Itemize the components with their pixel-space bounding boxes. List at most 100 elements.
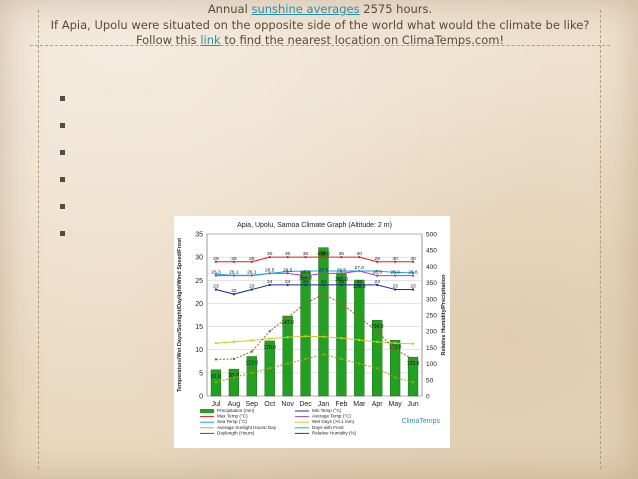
max-temp-label: 30	[339, 251, 345, 257]
x-tick-label: Jun	[407, 401, 418, 408]
climate-chart: Apia, Upolu, Samoa Climate Graph (Altitu…	[174, 216, 450, 448]
series-point	[358, 255, 361, 259]
series-point	[232, 357, 236, 361]
series-point	[250, 273, 253, 277]
series-point	[376, 283, 379, 287]
annual-sunshine-line: Annual sunshine averages 2575 hours.	[40, 2, 600, 17]
bullet-item	[60, 123, 65, 128]
chart-title: Apia, Upolu, Samoa Climate Graph (Altitu…	[237, 222, 392, 229]
bullet-item	[60, 177, 65, 182]
series-point	[376, 367, 379, 370]
x-tick-label: Mar	[353, 401, 366, 408]
series-point	[376, 340, 379, 344]
series-point	[214, 288, 218, 291]
series-point	[376, 260, 379, 263]
bar-data-label: 120.0	[407, 361, 420, 367]
max-temp-label: 30	[321, 251, 327, 257]
series-point	[304, 283, 307, 287]
precipitation-bar	[389, 340, 401, 397]
series-point	[250, 339, 253, 342]
series-line	[215, 353, 414, 383]
plot-area	[206, 233, 423, 397]
max-temp-label: 30	[303, 251, 309, 257]
series-line	[215, 293, 414, 360]
x-tick-label: Nov	[281, 401, 294, 408]
series-point	[358, 283, 361, 287]
avg-temp-label: 26.1	[229, 270, 239, 276]
bar-data-label: 83.0	[229, 373, 239, 379]
y-tick-label-left: 20	[195, 301, 203, 308]
series-point	[393, 271, 397, 274]
precipitation-bar	[282, 315, 293, 397]
series-point	[286, 283, 289, 287]
min-temp-label: 24	[375, 279, 381, 285]
divider-line	[38, 10, 39, 469]
precipitation-bar	[372, 319, 383, 397]
series-point	[268, 283, 271, 287]
x-tick-label: Dec	[299, 401, 312, 408]
climatemps-link[interactable]: link	[200, 33, 221, 47]
climatemps-brand: ClimaTemps	[401, 418, 440, 425]
y-tick-label-right: 50	[426, 377, 434, 384]
avg-temp-label: 27.0	[355, 265, 365, 271]
bullet-item	[60, 96, 65, 101]
sunshine-averages-link[interactable]: sunshine averages	[251, 2, 360, 16]
paragraph-text-end: to find the nearest location on ClimaTem…	[224, 33, 505, 47]
series-line	[215, 335, 414, 345]
series-point	[358, 362, 361, 365]
series-point	[214, 342, 218, 345]
x-tick-label: Aug	[228, 401, 241, 408]
series-line	[215, 256, 414, 263]
content-text: Annual sunshine averages 2575 hours. If …	[40, 2, 600, 48]
min-temp-label: 23	[410, 284, 416, 290]
series-point	[393, 348, 397, 351]
avg-temp-label: 26.5	[337, 267, 347, 273]
series-line	[215, 284, 414, 295]
precipitation-bar	[300, 271, 311, 397]
series-point	[304, 269, 307, 273]
series-point	[286, 270, 289, 273]
series-point	[232, 260, 236, 263]
max-temp-label: 30	[357, 251, 363, 257]
y-tick-label-right: 300	[426, 296, 437, 303]
series-point	[322, 283, 325, 287]
series-point	[376, 330, 379, 333]
series-point	[411, 288, 415, 291]
bullet-item	[60, 231, 65, 236]
avg-temp-label: 26.6	[408, 270, 418, 276]
y-tick-label-right: 150	[426, 345, 437, 352]
x-tick-label: Feb	[335, 401, 347, 408]
bar-data-label: 458.0	[317, 252, 330, 258]
x-tick-label: Oct	[264, 401, 275, 408]
avg-temp-label: 26.5	[283, 267, 293, 273]
y-tick-label-left: 35	[195, 232, 203, 239]
min-temp-label: 24	[321, 279, 327, 285]
legend-label: Daylength (Hours)	[217, 430, 255, 435]
series-point	[214, 260, 218, 263]
min-temp-label: 23	[249, 284, 255, 290]
bar-data-label: 384.0	[299, 276, 312, 282]
legend-label: Sea Temp (°C)	[217, 419, 248, 424]
bar-data-label: 172.0	[389, 344, 402, 350]
legend-label: Precipitation (mm)	[217, 408, 255, 413]
max-temp-label: 30	[285, 251, 291, 257]
annual-suffix: 2575 hours.	[363, 2, 433, 16]
series-point	[304, 335, 307, 338]
legend-label: Relative Humidity (%)	[312, 430, 357, 435]
max-temp-label: 29	[375, 256, 381, 262]
y-tick-label-left: 10	[195, 347, 203, 354]
x-tick-label: Jan	[318, 401, 329, 408]
min-temp-label: 24	[303, 279, 309, 285]
series-point	[286, 316, 289, 319]
y-tick-label-right: 350	[426, 280, 437, 287]
annual-prefix: Annual	[207, 2, 248, 16]
series-point	[340, 336, 343, 340]
series-point	[411, 274, 415, 277]
series-point	[304, 255, 307, 259]
x-tick-label: May	[389, 401, 403, 408]
series-point	[340, 269, 343, 273]
series-point	[250, 371, 253, 375]
y-tick-label-left: 15	[195, 324, 203, 331]
precipitation-bar	[354, 279, 365, 397]
avg-temp-label: 26.5	[319, 267, 329, 273]
